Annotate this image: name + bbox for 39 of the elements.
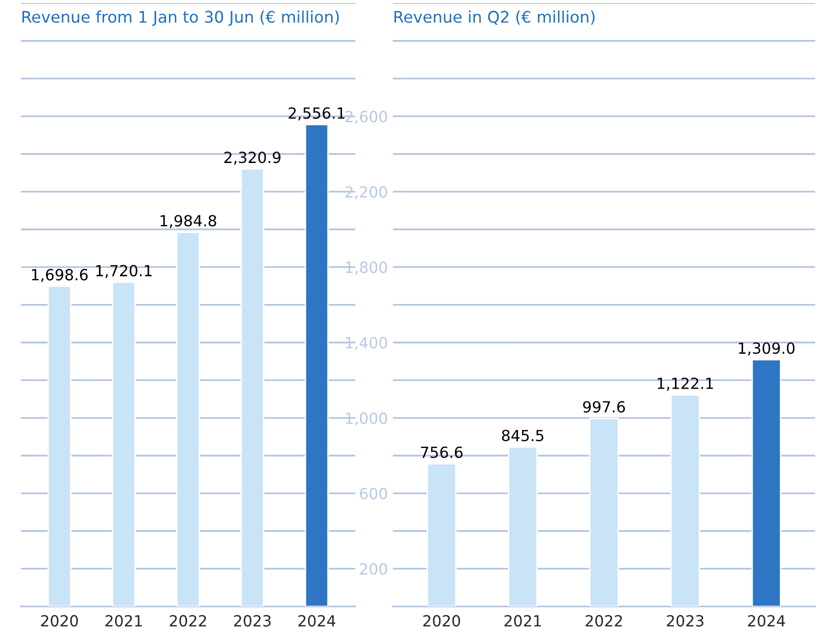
data-label: 997.6	[583, 401, 625, 413]
data-label: 1,698.6	[32, 268, 88, 282]
data-label: 1,720.1	[96, 264, 152, 278]
data-label: 2,320.9	[224, 152, 280, 165]
y-tick-label: 2,200	[345, 186, 388, 200]
y-tick-label: 200	[360, 563, 388, 575]
data-label: 1,122.1	[658, 378, 713, 391]
x-tick-label: 2024	[298, 615, 336, 627]
data-label: 1,309.0	[738, 342, 795, 356]
x-tick-label: 2022	[170, 615, 206, 627]
bar	[304, 124, 329, 606]
x-tick-label: 2020	[41, 615, 78, 627]
x-tick-label: 2024	[748, 615, 785, 627]
x-tick-label: 2023	[666, 615, 704, 627]
bar	[48, 286, 72, 606]
bar	[751, 358, 782, 606]
chart-title: Revenue in Q2 (€ million)	[394, 10, 595, 25]
bar	[176, 232, 200, 606]
y-tick-label: 2,600	[345, 110, 388, 124]
x-tick-label: 2023	[234, 615, 271, 627]
x-tick-label: 2021	[504, 615, 541, 627]
y-tick-label: 600	[360, 488, 388, 500]
chart-title: Revenue from 1 Jan to 30 Jun (€ million)	[22, 10, 339, 26]
data-label: 2,556.1	[288, 107, 344, 120]
bar	[589, 418, 619, 606]
bar	[112, 281, 136, 606]
bar	[240, 168, 264, 606]
bar	[508, 446, 538, 606]
bar	[670, 394, 700, 606]
y-tick-label: 1,800	[346, 262, 388, 275]
x-tick-label: 2021	[105, 615, 142, 627]
bar	[426, 463, 457, 606]
x-tick-label: 2020	[423, 615, 460, 627]
data-label: 756.6	[421, 446, 463, 458]
data-label: 1,984.8	[160, 214, 216, 228]
y-tick-label: 1,000	[346, 412, 388, 426]
data-label: 845.5	[502, 430, 544, 442]
y-tick-label: 1,400	[346, 336, 388, 350]
x-tick-label: 2022	[586, 615, 622, 627]
